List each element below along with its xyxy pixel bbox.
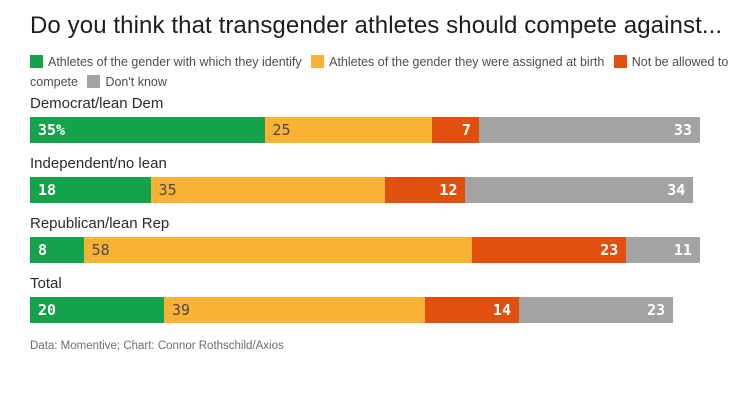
value-label: 35%: [38, 121, 66, 139]
bar-segment: 18: [30, 177, 151, 203]
bar-segment: 23: [519, 297, 674, 323]
legend-label: Not be allowed to compete: [30, 55, 729, 89]
bar-row: 18 35 12 34: [30, 177, 756, 203]
bar-segment: 20: [30, 297, 164, 323]
legend-swatch: [87, 75, 101, 88]
bar-segment: 14: [425, 297, 520, 323]
bar-segment: 34: [465, 177, 694, 203]
value-label: 18: [38, 181, 57, 199]
bar-segment: 12: [385, 177, 466, 203]
value-label: 35: [158, 181, 177, 199]
bar-segment: 25: [264, 117, 432, 143]
bar-group: Democrat/lean Dem 35% 25 7 33: [30, 95, 756, 143]
value-label: 34: [667, 181, 686, 199]
bar-segment: 23: [472, 237, 627, 263]
legend-swatch: [311, 55, 325, 68]
chart-title: Do you think that transgender athletes s…: [30, 12, 723, 39]
legend-item: Not be allowed to compete: [30, 55, 728, 89]
value-label: 20: [38, 301, 57, 319]
bar-row: 8 58 23 11: [30, 237, 756, 263]
legend-item: Athletes of the gender they were assigne…: [311, 55, 604, 69]
legend-item: Athletes of the gender with which they i…: [30, 55, 302, 69]
value-label: 23: [647, 301, 666, 319]
bar-segment: 39: [164, 297, 426, 323]
category-label: Republican/lean Rep: [30, 215, 170, 232]
bar-segment: 11: [626, 237, 700, 263]
legend-swatch: [613, 55, 627, 68]
category-label: Total: [30, 275, 62, 292]
legend-item: Don't know: [87, 75, 167, 89]
bar-segment: 7: [432, 117, 479, 143]
legend-swatch: [30, 55, 43, 68]
legend-label: Athletes of the gender they were assigne…: [329, 55, 605, 69]
legend-label: Don't know: [105, 75, 167, 89]
chart-source: Data: Momentive; Chart: Connor Rothschil…: [30, 340, 284, 352]
bar-segment: 33: [478, 117, 700, 143]
value-label: 39: [172, 301, 191, 319]
value-label: 14: [493, 301, 512, 319]
bar-row: 35% 25 7 33: [30, 117, 756, 143]
legend-label: Athletes of the gender with which they i…: [48, 55, 302, 69]
category-label: Independent/no lean: [30, 155, 167, 172]
bar-segment: 8: [30, 237, 84, 263]
value-label: 7: [461, 121, 471, 139]
bar-segment: 35%: [30, 117, 265, 143]
value-label: 23: [600, 241, 619, 259]
value-label: 33: [673, 121, 692, 139]
bar-group: Total 20 39 14 23: [30, 275, 756, 323]
value-label: 11: [673, 241, 692, 259]
value-label: 58: [91, 241, 110, 259]
category-label: Democrat/lean Dem: [30, 95, 164, 112]
value-label: 25: [272, 121, 291, 139]
bar-row: 20 39 14 23: [30, 297, 756, 323]
bar-chart: Democrat/lean Dem 35% 25 7 33 Independent/no …: [30, 95, 756, 323]
legend: Athletes of the gender with which they i…: [30, 52, 730, 92]
value-label: 12: [439, 181, 458, 199]
bar-segment: 58: [83, 237, 473, 263]
value-label: 8: [38, 241, 48, 259]
bar-group: Independent/no lean 18 35 12 34: [30, 155, 756, 203]
bar-segment: 35: [150, 177, 386, 203]
bar-group: Republican/lean Rep 8 58 23 11: [30, 215, 756, 263]
